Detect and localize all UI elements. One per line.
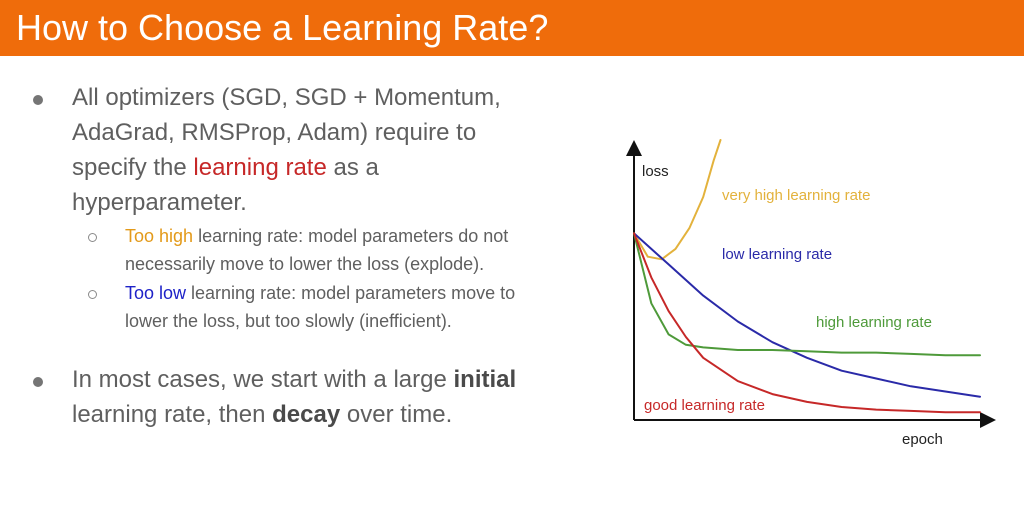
too-high-highlight: Too high — [125, 226, 194, 246]
sub-bullet-too-low: Too low learning rate: model parameters … — [125, 279, 595, 335]
sub-bullet-1-line-2: necessarily move to lower the loss (expl… — [125, 254, 485, 274]
bullet-2-line-2: learning rate, then decay over time. — [72, 397, 592, 432]
sub-bullet-2-line-1: Too low learning rate: model parameters … — [125, 279, 595, 307]
sub-bullet-1-text: learning rate: model parameters do not — [193, 226, 509, 246]
bullet-2: In most cases, we start with a large ini… — [72, 362, 592, 432]
bullet-1-line-4: hyperparameter. — [72, 189, 247, 216]
chart-svg: loss epoch very high learning rate low lea… — [626, 139, 996, 448]
too-low-highlight: Too low — [125, 283, 187, 303]
series-line-1 — [633, 232, 981, 398]
x-axis-label: epoch — [902, 431, 943, 448]
sub-bullet-2-line-2: lower the loss, but too slowly (ineffici… — [125, 311, 452, 331]
series-label-0: very high learning rate — [722, 187, 870, 204]
initial-bold: initial — [453, 366, 517, 393]
series-line-2 — [633, 232, 981, 357]
bullet-1-text: specify the — [72, 154, 194, 181]
bullet-1-line-3: specify the learning rate as a — [72, 150, 592, 185]
sub-bullet-too-high: Too high learning rate: model parameters… — [125, 222, 595, 278]
learning-rate-chart: loss epoch very high learning rate low lea… — [610, 120, 1000, 460]
series-label-1: low learning rate — [722, 246, 832, 263]
content-area: All optimizers (SGD, SGD + Momentum, Ada… — [0, 56, 600, 532]
bullet-2-line-1: In most cases, we start with a large ini… — [72, 362, 592, 397]
bullet-dot — [33, 377, 43, 387]
sub-bullet-dot — [88, 233, 97, 242]
sub-bullet-dot — [88, 290, 97, 299]
title-bar: How to Choose a Learning Rate? — [0, 0, 1024, 56]
series-label-3: good learning rate — [644, 397, 765, 414]
bullet-1: All optimizers (SGD, SGD + Momentum, Ada… — [72, 80, 592, 220]
series-line-3 — [633, 232, 981, 414]
bullet-dot — [33, 95, 43, 105]
learning-rate-highlight: learning rate — [193, 154, 327, 181]
y-axis-label: loss — [642, 163, 669, 180]
series-label-2: high learning rate — [816, 314, 932, 331]
slide-title: How to Choose a Learning Rate? — [16, 7, 549, 48]
bullet-2-text: learning rate, then — [72, 401, 273, 428]
sub-bullet-2-text: learning rate: model parameters move to — [186, 283, 516, 303]
bullet-2-text: over time. — [340, 401, 453, 428]
bullet-1-line-2: AdaGrad, RMSProp, Adam) require to — [72, 119, 477, 146]
series-line-0 — [633, 139, 722, 261]
decay-bold: decay — [272, 401, 341, 428]
bullet-1-text: as a — [326, 154, 379, 181]
sub-bullet-1-line-1: Too high learning rate: model parameters… — [125, 222, 595, 250]
bullet-1-line-1: All optimizers (SGD, SGD + Momentum, — [72, 84, 501, 111]
bullet-2-text: In most cases, we start with a large — [72, 366, 454, 393]
